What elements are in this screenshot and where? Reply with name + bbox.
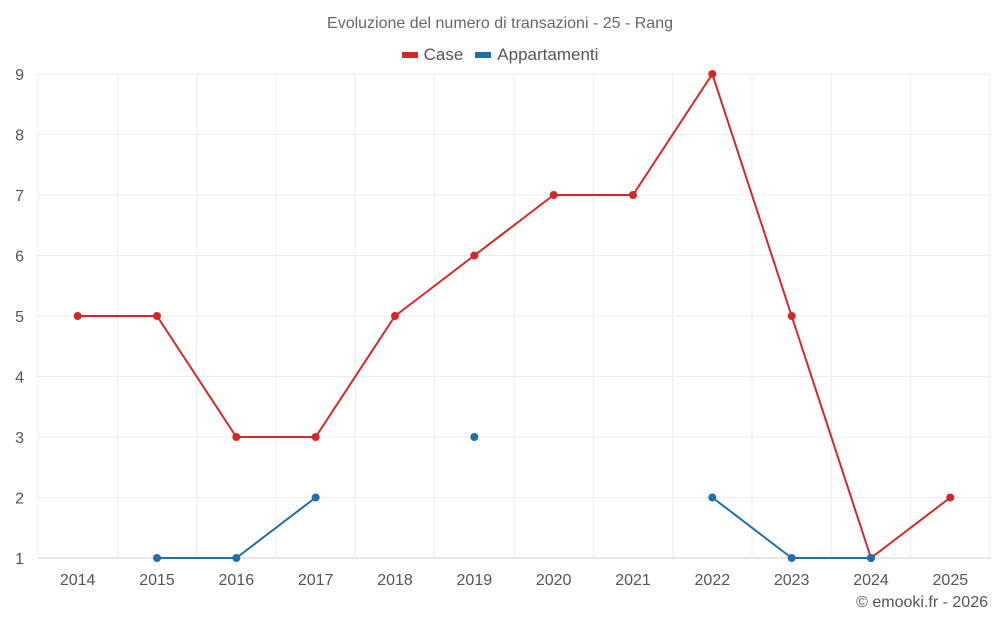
y-tick-label-7: 7 [15,188,24,205]
x-tick-label-2014: 2014 [60,572,96,589]
legend-label-case: Case [423,45,464,64]
legend-item-case[interactable]: Case [401,45,464,65]
y-tick-label-1: 1 [15,551,24,568]
legend-item-appartamenti[interactable]: Appartamenti [475,45,598,65]
x-tick-label-2020: 2020 [536,572,572,589]
data-point-case-2014 [73,312,82,320]
x-tick-label-2025: 2025 [933,572,969,589]
y-tick-label-8: 8 [15,128,24,145]
data-point-appartamenti-2015 [153,554,161,562]
legend-label-appartamenti: Appartamenti [497,45,599,64]
data-point-case-2023 [787,312,796,320]
data-point-appartamenti-2024 [867,554,875,562]
data-point-case-2020 [549,191,558,199]
data-point-case-2021 [629,191,637,199]
x-tick-label-2015: 2015 [139,572,175,589]
x-tick-label-2019: 2019 [457,572,493,589]
y-tick-label-9: 9 [15,67,24,84]
credit-text: © emooki.fr - 2026 [856,594,988,611]
x-tick-label-2023: 2023 [774,572,810,589]
data-point-case-2022 [708,70,717,78]
legend-swatch-appartamenti [475,52,492,58]
data-point-case-2018 [391,312,399,320]
x-tick-label-2024: 2024 [853,572,889,589]
data-point-case-2017 [311,433,320,441]
x-tick-label-2016: 2016 [219,572,255,589]
series-line-appartamenti-1 [711,496,871,559]
y-tick-label-6: 6 [15,249,24,266]
data-point-appartamenti-2017 [311,493,320,502]
series-line-case-0 [77,73,951,559]
chart-title: Evoluzione del numero di transazioni - 2… [327,15,673,32]
x-tick-label-2017: 2017 [298,572,334,589]
y-tick-label-3: 3 [15,430,24,447]
data-point-case-2019 [470,251,479,260]
series-line-appartamenti-0 [157,496,317,559]
x-tick-label-2022: 2022 [695,572,731,589]
data-point-appartamenti-2019 [470,433,479,441]
legend-swatch-case [401,52,418,58]
data-point-appartamenti-2022 [708,493,717,502]
data-point-case-2015 [153,312,161,320]
y-tick-label-4: 4 [15,370,24,387]
data-point-case-2025 [946,493,955,502]
legend: Case Appartamenti [0,45,1000,65]
x-tick-label-2018: 2018 [377,572,413,589]
y-tick-label-2: 2 [15,491,24,508]
y-tick-label-5: 5 [15,309,24,326]
x-tick-label-2021: 2021 [615,572,651,589]
data-point-appartamenti-2023 [787,554,796,562]
data-point-case-2016 [232,433,241,441]
data-point-appartamenti-2016 [232,554,241,562]
